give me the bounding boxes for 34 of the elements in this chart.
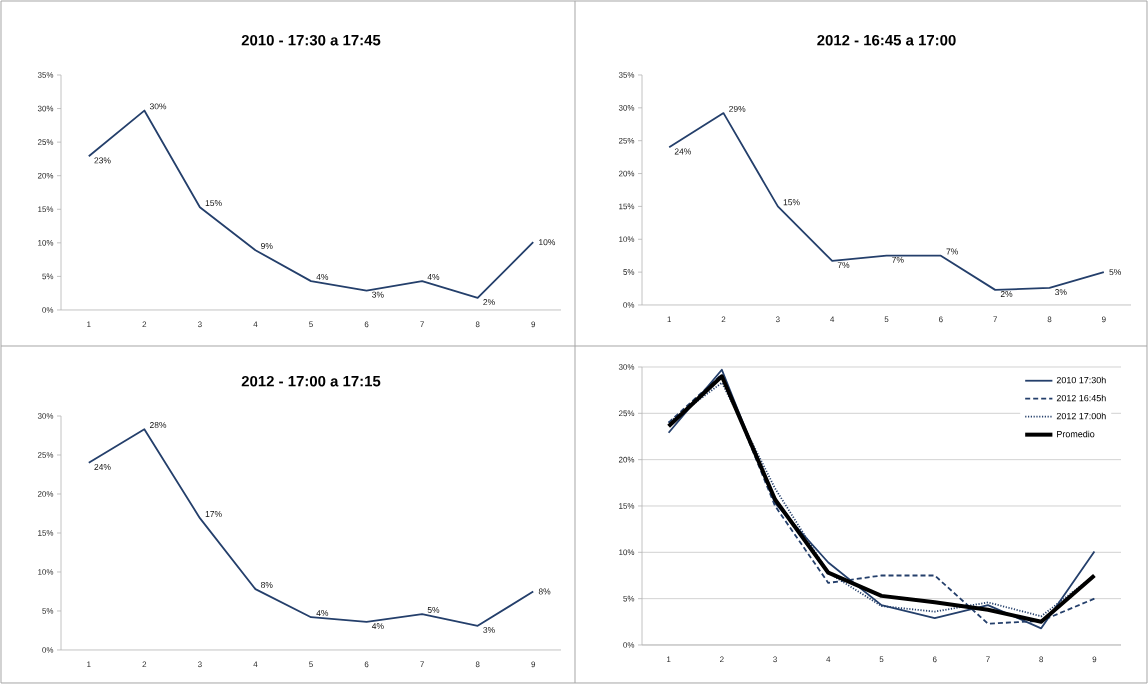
- legend-label: 2010 17:30h: [1056, 376, 1106, 384]
- chart-title: 2010 - 17:30 a 17:45: [241, 34, 381, 46]
- data-label: 4%: [371, 623, 384, 630]
- data-label: 7%: [892, 256, 904, 263]
- legend-label: Promedio: [1057, 430, 1095, 438]
- data-label: 3%: [372, 291, 384, 298]
- data-label: 30%: [149, 103, 167, 110]
- data-label: 3%: [483, 627, 495, 633]
- data-label: 2%: [483, 299, 495, 306]
- data-label: 9%: [261, 243, 273, 250]
- legend-label: 2012 16:45h: [1056, 394, 1106, 402]
- data-label: 29%: [729, 105, 746, 112]
- legend-label: 2012 17:00h: [1056, 412, 1106, 420]
- data-label: 24%: [94, 463, 111, 470]
- data-label: 7%: [837, 262, 850, 269]
- chart-title: 2012 - 16:45 a 17:00: [817, 34, 956, 46]
- data-label: 5%: [1109, 269, 1121, 276]
- data-label: 3%: [1055, 289, 1067, 296]
- data-label: 5%: [427, 606, 440, 613]
- data-label: 15%: [783, 199, 800, 206]
- data-label: 8%: [261, 581, 273, 588]
- data-label: 2%: [1000, 291, 1013, 298]
- data-label: 8%: [538, 588, 551, 595]
- data-label: 24%: [674, 148, 692, 155]
- data-label: 10%: [539, 239, 556, 246]
- data-label: 28%: [149, 422, 167, 429]
- data-label: 4%: [316, 610, 329, 617]
- data-label: 17%: [205, 511, 222, 517]
- chart-title: 2012 - 17:00 a 17:15: [241, 375, 381, 387]
- data-label: 4%: [427, 273, 440, 280]
- data-label: 23%: [94, 157, 111, 164]
- data-label: 15%: [205, 200, 222, 207]
- data-label: 7%: [946, 248, 958, 255]
- data-label: 4%: [316, 273, 329, 280]
